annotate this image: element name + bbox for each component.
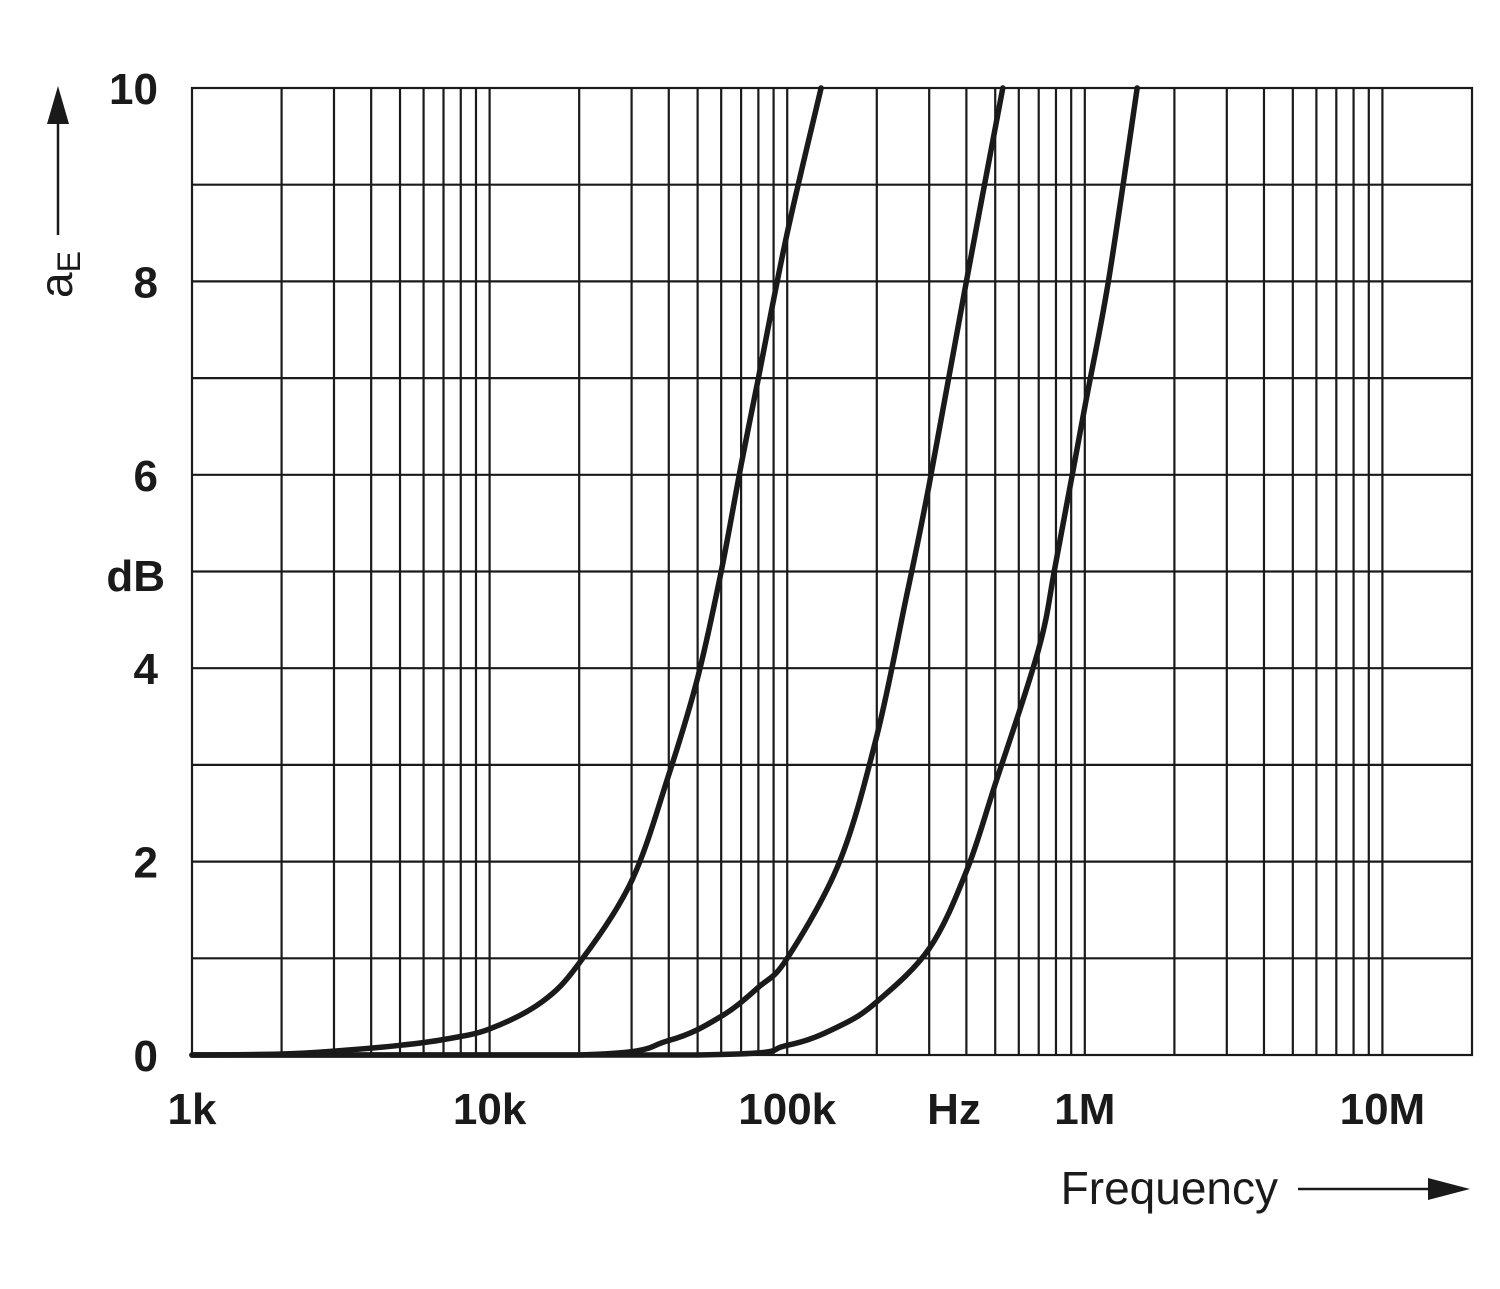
x-axis-arrow bbox=[1298, 1178, 1470, 1200]
y-tick-label: 4 bbox=[134, 645, 159, 694]
y-axis-label: aE bbox=[30, 251, 87, 298]
y-axis-label-group: aE bbox=[30, 251, 87, 298]
x-tick-label: 10k bbox=[453, 1085, 527, 1134]
y-tick-label: 8 bbox=[134, 258, 158, 307]
y-axis-arrow bbox=[47, 86, 69, 235]
x-tick-labels: 1k 10k 100k 1M 10M bbox=[168, 1085, 1426, 1134]
curves bbox=[189, 85, 1140, 1058]
x-tick-label: 1k bbox=[168, 1085, 217, 1134]
plot-frame bbox=[190, 86, 1474, 1057]
x-tick-label: 1M bbox=[1054, 1085, 1115, 1134]
y-tick-labels: 0 2 4 6 8 10 bbox=[109, 65, 158, 1081]
y-tick-label: 6 bbox=[134, 452, 158, 501]
y-axis-label-main: a bbox=[30, 272, 82, 298]
x-tick-label: 100k bbox=[738, 1085, 836, 1134]
y-tick-label: 10 bbox=[109, 65, 158, 114]
y-tick-label: 2 bbox=[134, 839, 158, 888]
y-tick-label: 0 bbox=[134, 1032, 158, 1081]
curve-3 bbox=[189, 85, 1140, 1058]
curve-1 bbox=[189, 85, 824, 1058]
y-axis-label-subscript: E bbox=[51, 251, 87, 272]
y-unit-label: dB bbox=[106, 552, 165, 601]
x-axis-label: Frequency bbox=[1061, 1162, 1278, 1214]
grid-lines bbox=[192, 88, 1472, 1055]
x-tick-label: 10M bbox=[1340, 1085, 1426, 1134]
x-unit-label: Hz bbox=[927, 1085, 981, 1134]
